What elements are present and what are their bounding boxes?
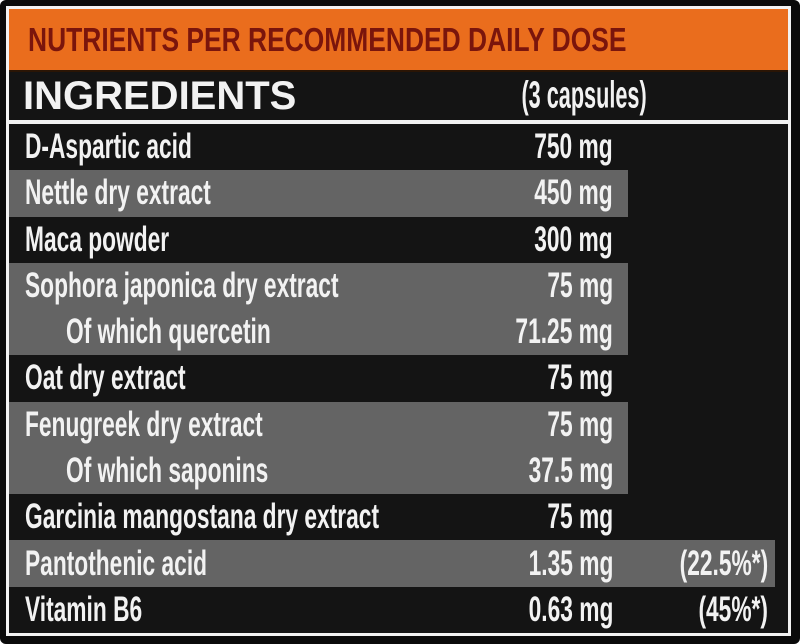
row-name: Oat dry extract	[25, 358, 186, 398]
row-percent: (45%*)	[698, 589, 768, 629]
table-row: Vitamin B6 0.63 mg (45%*)	[9, 587, 788, 633]
nutrients-header-title: NUTRIENTS PER RECOMMENDED DAILY DOSE	[28, 20, 627, 58]
table-row: Fenugreek dry extract 75 mg	[9, 401, 788, 448]
table-row: Nettle dry extract 450 mg	[9, 170, 788, 217]
nutrition-rows: D-Aspartic acid 750 mg Nettle dry extrac…	[9, 124, 788, 633]
label-inner-panel: NUTRIENTS PER RECOMMENDED DAILY DOSE ING…	[6, 6, 791, 636]
row-amount: 75 mg	[547, 358, 613, 398]
row-amount: 0.63 mg	[528, 589, 613, 629]
row-name: Pantothenic acid	[25, 543, 208, 583]
row-name: Garcinia mangostana dry extract	[25, 497, 380, 537]
row-name: Maca powder	[25, 219, 170, 259]
table-row: Of which saponins 37.5 mg	[9, 447, 788, 495]
row-name: Nettle dry extract	[25, 173, 211, 213]
ingredients-column-header: INGREDIENTS	[23, 73, 297, 118]
row-name: Of which saponins	[66, 450, 269, 490]
row-percent: (22.5%*)	[679, 543, 768, 583]
table-header-bar: INGREDIENTS (3 capsules)	[9, 72, 788, 124]
row-name: Vitamin B6	[25, 589, 143, 629]
row-name: D-Aspartic acid	[25, 127, 192, 167]
row-amount: 75 mg	[547, 404, 613, 444]
row-name: Fenugreek dry extract	[25, 404, 263, 444]
row-amount: 750 mg	[534, 127, 613, 167]
row-amount: 300 mg	[534, 219, 613, 259]
row-amount: 71.25 mg	[515, 312, 613, 352]
table-row: Sophora japonica dry extract 75 mg	[9, 262, 788, 310]
row-amount: 1.35 mg	[528, 543, 613, 583]
row-amount: 75 mg	[547, 265, 613, 305]
row-name: Sophora japonica dry extract	[25, 265, 339, 305]
table-row: Oat dry extract 75 mg	[9, 355, 788, 401]
table-row: Garcinia mangostana dry extract 75 mg	[9, 494, 788, 540]
table-row: Pantothenic acid 1.35 mg (22.5%*)	[9, 540, 788, 587]
row-amount: 450 mg	[534, 173, 613, 213]
table-row: Of which quercetin 71.25 mg	[9, 309, 788, 356]
dose-column-header: (3 capsules)	[521, 74, 647, 117]
row-amount: 37.5 mg	[528, 450, 613, 490]
row-amount: 75 mg	[547, 497, 613, 537]
table-row: D-Aspartic acid 750 mg	[9, 124, 788, 170]
table-row: Maca powder 300 mg	[9, 217, 788, 263]
nutrients-header-bar: NUTRIENTS PER RECOMMENDED DAILY DOSE	[9, 9, 788, 72]
row-name: Of which quercetin	[66, 312, 271, 352]
